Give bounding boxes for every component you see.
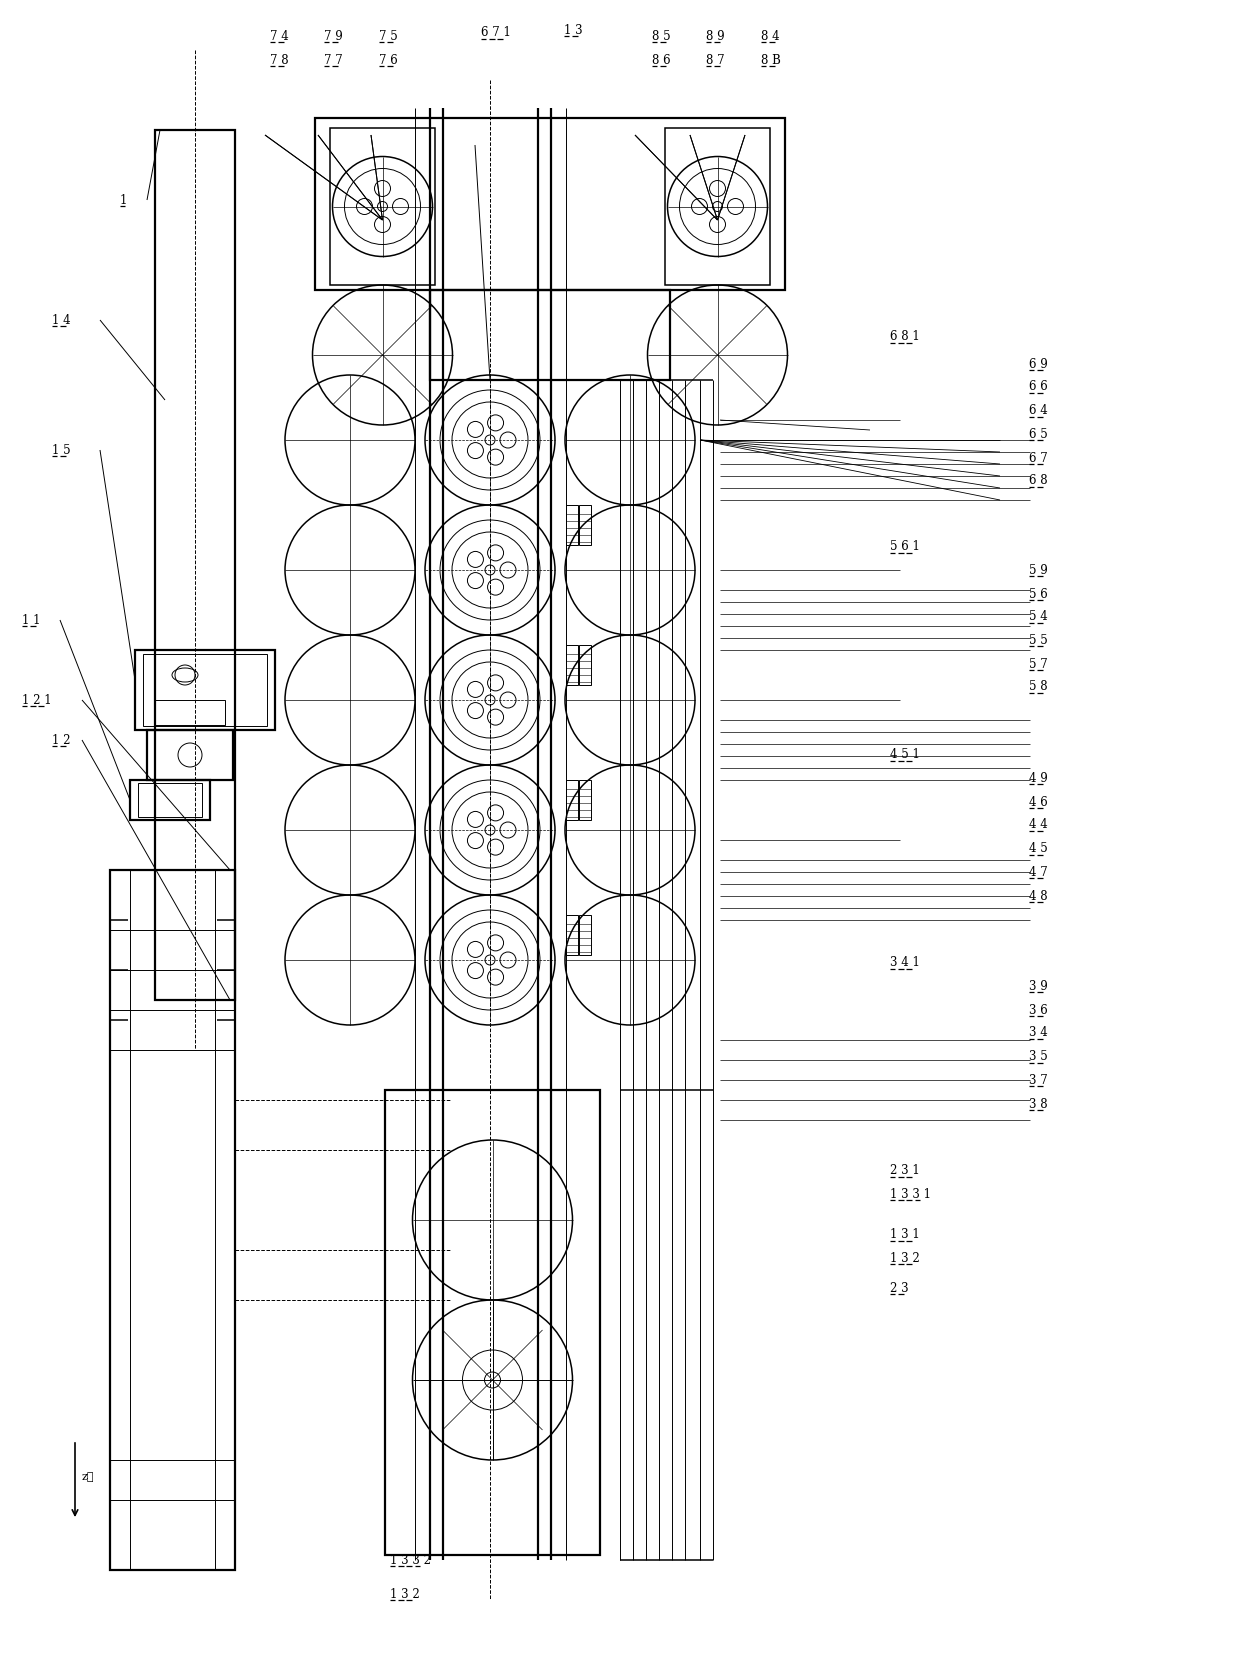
Text: 5 5: 5 5 (1029, 634, 1048, 646)
Text: 4 9: 4 9 (1029, 772, 1048, 785)
Bar (130, 780, 210, 821)
Text: 3 4: 3 4 (1029, 1027, 1048, 1039)
Text: 1: 1 (120, 193, 128, 206)
Text: 1 3 2: 1 3 2 (890, 1252, 920, 1265)
Text: 8 7: 8 7 (706, 54, 724, 67)
Text: 3 8: 3 8 (1029, 1097, 1048, 1111)
Text: 5 7: 5 7 (1029, 658, 1048, 671)
Text: 1 3: 1 3 (564, 23, 583, 37)
Bar (579, 780, 591, 821)
Text: 1 2 1: 1 2 1 (22, 693, 52, 706)
Text: 7 7: 7 7 (324, 54, 342, 67)
Text: 1 3 3 2: 1 3 3 2 (391, 1554, 432, 1567)
Text: 5 8: 5 8 (1029, 681, 1048, 693)
Text: 8 5: 8 5 (652, 30, 671, 42)
Bar (579, 644, 591, 685)
Text: 7 4: 7 4 (270, 30, 289, 42)
Text: 8 9: 8 9 (706, 30, 724, 42)
Bar (665, 128, 770, 285)
Bar (565, 780, 578, 821)
Text: 2 3: 2 3 (890, 1282, 909, 1294)
Text: 7 8: 7 8 (270, 54, 289, 67)
Text: 2 3 1: 2 3 1 (890, 1165, 920, 1178)
Bar (430, 290, 670, 379)
Text: 6 9: 6 9 (1029, 357, 1048, 371)
Text: 7 6: 7 6 (379, 54, 398, 67)
Text: 1 3 3 1: 1 3 3 1 (890, 1188, 931, 1200)
Text: z方: z方 (82, 1472, 94, 1482)
Text: 5 6: 5 6 (1029, 587, 1048, 601)
Bar (565, 505, 578, 545)
Text: 1 2: 1 2 (52, 733, 71, 747)
Text: 5 6 1: 5 6 1 (890, 540, 920, 554)
Text: 8 6: 8 6 (652, 54, 671, 67)
Text: 3 5: 3 5 (1029, 1050, 1048, 1064)
Text: 8 4: 8 4 (761, 30, 780, 42)
Text: 1 4: 1 4 (52, 314, 71, 327)
Text: 3 7: 3 7 (1029, 1074, 1048, 1086)
Bar (315, 117, 785, 290)
Bar (155, 700, 224, 725)
Text: 4 5 1: 4 5 1 (890, 748, 920, 762)
Text: 4 4: 4 4 (1029, 819, 1048, 832)
Bar (579, 505, 591, 545)
Text: 7 5: 7 5 (379, 30, 398, 42)
Text: 7 9: 7 9 (324, 30, 342, 42)
Text: 6 6: 6 6 (1029, 381, 1048, 394)
Text: 6 8 1: 6 8 1 (890, 331, 920, 344)
Text: 5 9: 5 9 (1029, 564, 1048, 577)
Bar (579, 915, 591, 955)
Bar (148, 730, 233, 780)
Text: 1 5: 1 5 (52, 443, 71, 456)
Text: 4 8: 4 8 (1029, 889, 1048, 903)
Bar (565, 644, 578, 685)
Bar (565, 915, 578, 955)
Bar (143, 654, 267, 727)
Bar (138, 784, 202, 817)
Text: 6 5: 6 5 (1029, 428, 1048, 441)
Text: 5 4: 5 4 (1029, 611, 1048, 624)
Text: 4 5: 4 5 (1029, 842, 1048, 856)
Text: 8 B: 8 B (761, 54, 781, 67)
Text: 4 6: 4 6 (1029, 795, 1048, 809)
Bar (110, 869, 236, 1571)
Bar (135, 649, 275, 730)
Text: 4 7: 4 7 (1029, 866, 1048, 879)
Text: 3 9: 3 9 (1029, 980, 1048, 992)
Text: 1 3 1: 1 3 1 (890, 1228, 920, 1242)
Text: 3 6: 3 6 (1029, 1003, 1048, 1017)
Text: 6 4: 6 4 (1029, 404, 1048, 418)
Text: 6 8: 6 8 (1029, 475, 1048, 488)
Text: 6 7: 6 7 (1029, 451, 1048, 465)
Text: 1 3 2: 1 3 2 (391, 1587, 420, 1601)
Bar (330, 128, 435, 285)
Bar (155, 129, 236, 1000)
Bar (384, 1091, 600, 1556)
Text: 6 7 1: 6 7 1 (481, 27, 511, 40)
Text: 1 1: 1 1 (22, 614, 41, 626)
Text: 3 4 1: 3 4 1 (890, 956, 920, 970)
